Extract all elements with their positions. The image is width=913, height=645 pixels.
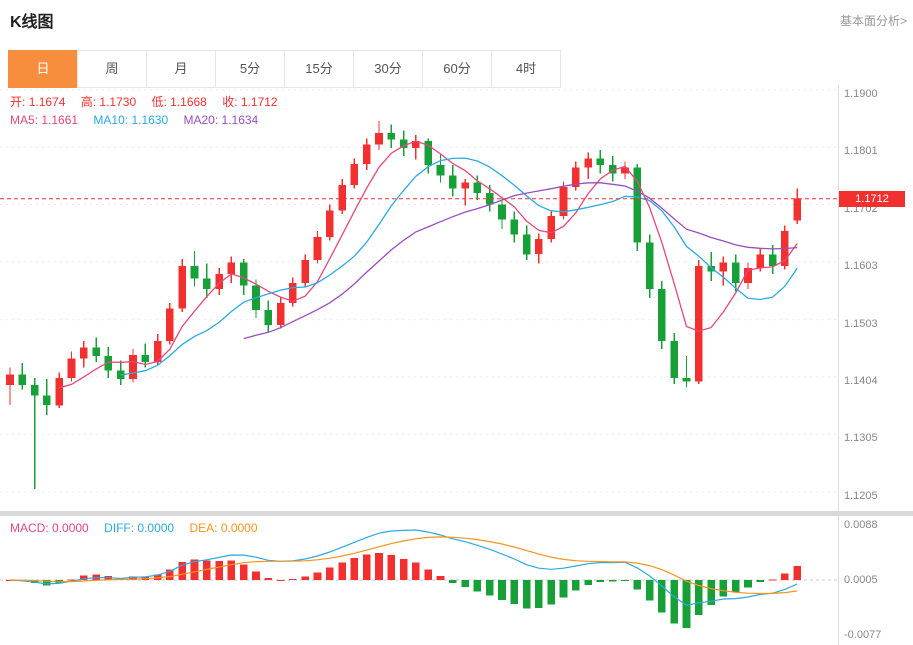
macd-chart[interactable] [0, 516, 838, 645]
ma-legend: MA5: 1.1661 MA10: 1.1630 MA20: 1.1634 [10, 113, 258, 127]
diff-line [9, 529, 798, 606]
gridlines [0, 89, 838, 493]
ma20-line [243, 182, 798, 340]
ma5-legend: MA5: 1.1661 [10, 113, 79, 127]
price-axis-label: 1.1305 [844, 432, 878, 445]
price-axis-label: 1.1205 [844, 490, 878, 502]
panel-separator [0, 511, 913, 516]
ma10-legend: MA10: 1.1630 [93, 113, 169, 127]
tab-day[interactable]: 日 [8, 50, 78, 88]
timeframe-tabs: 日 周 月 5分 15分 30分 60分 4时 [8, 50, 561, 88]
main-chart[interactable] [0, 85, 838, 511]
page-title: K线图 [10, 14, 54, 31]
ma20-legend: MA20: 1.1634 [183, 113, 259, 127]
ohlc-legend: 开: 1.1674 高: 1.1730 低: 1.1668 收: 1.1712 [10, 93, 290, 110]
macd-axis-label: 0.0088 [844, 519, 878, 531]
tab-60min[interactable]: 60分 [422, 50, 492, 88]
tab-month[interactable]: 月 [146, 50, 216, 88]
ohlc-high: 高: 1.1730 [80, 95, 137, 109]
tab-5min[interactable]: 5分 [215, 50, 285, 88]
dea-line [9, 536, 798, 595]
tab-30min[interactable]: 30分 [353, 50, 423, 88]
dea-value-legend: DEA: 0.0000 [189, 521, 258, 535]
ma5-line [59, 140, 798, 389]
macd-histogram [6, 553, 801, 629]
price-axis-label: 1.1603 [844, 259, 878, 272]
macd-axis-label: 0.0005 [844, 574, 878, 586]
price-axis-label: 1.1801 [844, 145, 878, 158]
ma10-line [120, 157, 798, 376]
current-price-badge: 1.1712 [839, 190, 905, 207]
ohlc-open: 开: 1.1674 [10, 95, 66, 109]
price-axis-label: 1.1503 [844, 317, 878, 330]
fundamental-analysis-link[interactable]: 基本面分析> [839, 14, 907, 28]
tab-15min[interactable]: 15分 [284, 50, 354, 88]
tab-week[interactable]: 周 [77, 50, 147, 88]
macd-axis-label: -0.0077 [844, 629, 882, 641]
macd-value-legend: MACD: 0.0000 [10, 521, 89, 535]
ohlc-close: 收: 1.1712 [222, 95, 278, 109]
ohlc-low: 低: 1.1668 [151, 95, 207, 109]
diff-value-legend: DIFF: 0.0000 [104, 521, 175, 535]
price-axis-border [838, 85, 839, 645]
price-axis-label: 1.1404 [844, 374, 878, 387]
macd-legend: MACD: 0.0000 DIFF: 0.0000 DEA: 0.0000 [10, 521, 258, 535]
price-axis-label: 1.1900 [844, 88, 878, 100]
tab-4hour[interactable]: 4时 [491, 50, 561, 88]
